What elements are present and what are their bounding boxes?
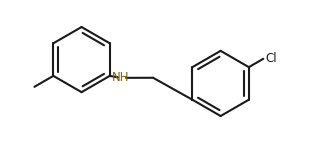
Text: Cl: Cl bbox=[265, 52, 277, 65]
Text: NH: NH bbox=[112, 71, 130, 84]
